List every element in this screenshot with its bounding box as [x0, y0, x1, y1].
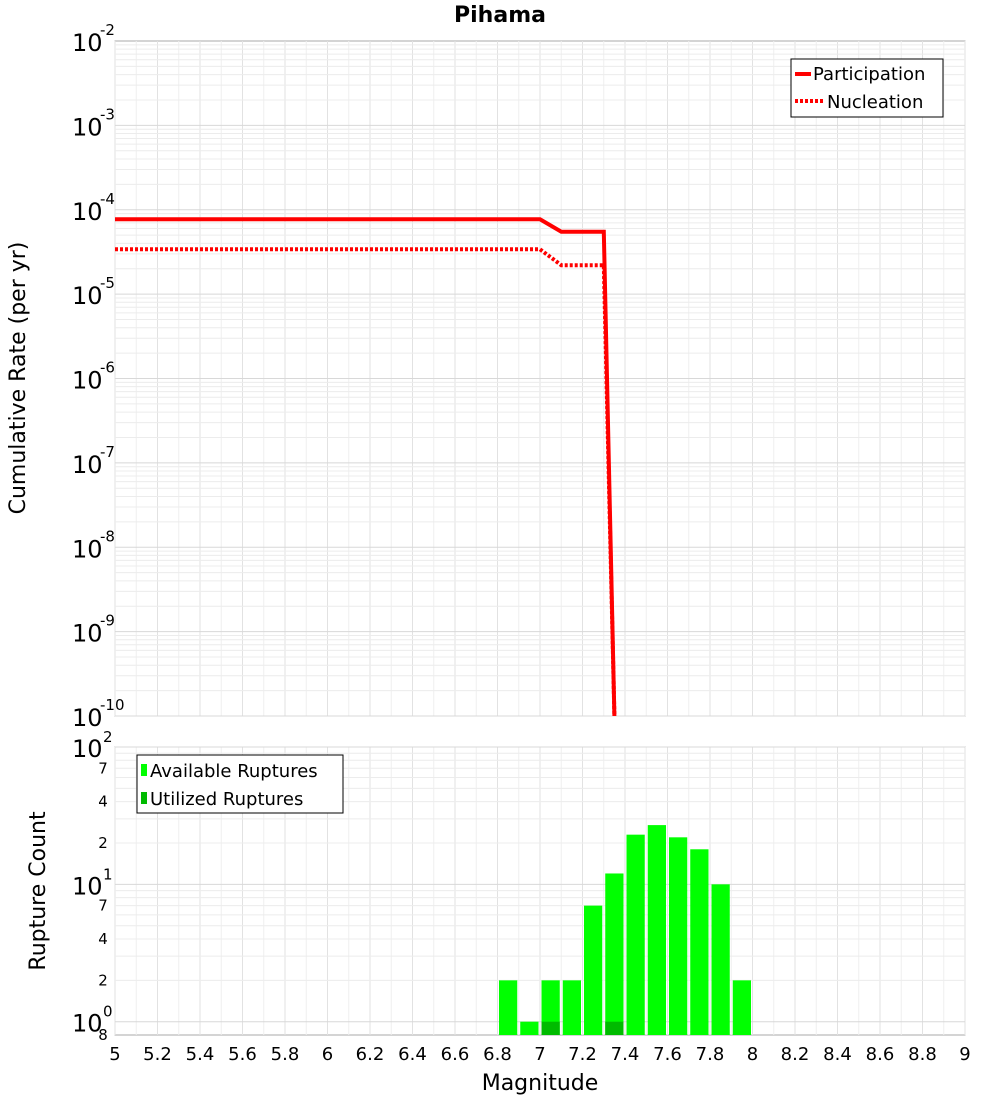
- bar-utilized: [605, 1021, 624, 1035]
- bottom-y-tick-base: 10: [72, 735, 103, 763]
- x-tick-label: 8.8: [908, 1044, 937, 1065]
- x-tick-label: 6.2: [356, 1044, 385, 1065]
- bar-available: [605, 873, 624, 1035]
- bottom-y-tick-base: 10: [72, 1010, 103, 1038]
- top-y-tick-exponent: -8: [100, 527, 115, 545]
- bar-utilized: [541, 1021, 560, 1035]
- top-y-axis-label: Cumulative Rate (per yr): [6, 242, 31, 515]
- x-tick-label: 8: [747, 1044, 758, 1065]
- top-series-group: [115, 217, 617, 717]
- bottom-y-minor-tick: 7: [98, 897, 108, 915]
- x-tick-label: 5.2: [143, 1044, 172, 1065]
- bottom-y-minor-tick: 8: [98, 1026, 108, 1044]
- x-tick-label: 7: [534, 1044, 545, 1065]
- top-y-tick-exponent: -10: [100, 696, 125, 714]
- bar-available: [690, 849, 709, 1035]
- chart-title: Pihama: [454, 3, 546, 28]
- bottom-y-tick-exponent: 0: [103, 1003, 113, 1021]
- x-tick-label: 7.6: [653, 1044, 682, 1065]
- bar-available: [562, 980, 581, 1035]
- x-tick-label: 9: [959, 1044, 970, 1065]
- top-y-tick-base: 10: [72, 282, 103, 310]
- bottom-y-minor-tick: 7: [98, 759, 108, 777]
- bottom-y-axis-label: Rupture Count: [26, 811, 51, 971]
- legend-utilized-swatch: [141, 792, 147, 804]
- top-y-tick-exponent: -5: [100, 274, 115, 292]
- bar-available: [647, 825, 666, 1035]
- x-tick-label: 6.8: [483, 1044, 512, 1065]
- top-y-tick-exponent: -9: [100, 612, 115, 630]
- x-tick-label: 5: [109, 1044, 120, 1065]
- top-legend-box: [790, 58, 944, 118]
- series-line-nucleation: [115, 247, 617, 717]
- x-tick-label: 5.4: [186, 1044, 215, 1065]
- top-gridlines: [114, 41, 966, 717]
- legend-participation-label: Participation: [813, 64, 925, 85]
- bar-available: [584, 905, 603, 1035]
- x-tick-label: 5.6: [228, 1044, 257, 1065]
- bottom-y-tick-exponent: 1: [103, 865, 113, 883]
- bar-available: [732, 980, 751, 1035]
- legend-utilized-label: Utilized Ruptures: [150, 789, 303, 810]
- x-tick-label: 7.8: [696, 1044, 725, 1065]
- top-y-tick-exponent: -3: [100, 105, 115, 123]
- top-y-tick-base: 10: [72, 367, 103, 395]
- bar-available: [669, 837, 688, 1035]
- bottom-y-tick-exponent: 2: [103, 728, 113, 746]
- top-y-tick-exponent: -6: [100, 359, 115, 377]
- top-y-tick-base: 10: [72, 535, 103, 563]
- x-tick-label: 6.6: [441, 1044, 470, 1065]
- bar-available: [541, 980, 560, 1035]
- top-y-tick-base: 10: [72, 451, 103, 479]
- bottom-y-tick-base: 10: [72, 872, 103, 900]
- x-tick-labels: 5 5.2 5.4 5.6 5.8 6 6.2 6.4 6.6 6.8 7 7.2 7.4 7.6 7.8 8…: [109, 1044, 970, 1065]
- x-tick-label: 6.4: [398, 1044, 427, 1065]
- x-axis-label: Magnitude: [482, 1071, 599, 1096]
- legend-available-label: Available Ruptures: [150, 761, 318, 782]
- top-y-tick-base: 10: [72, 198, 103, 226]
- top-y-tick-base: 10: [72, 113, 103, 141]
- bottom-bars-group: [499, 825, 751, 1035]
- top-y-tick-exponent: -2: [100, 21, 115, 39]
- bottom-y-minor-tick: 4: [98, 793, 108, 811]
- bar-available: [711, 884, 730, 1035]
- bottom-y-minor-tick: 2: [98, 834, 108, 852]
- x-tick-label: 6: [322, 1044, 333, 1065]
- top-y-tick-base: 10: [72, 620, 103, 648]
- top-y-tick-exponent: -4: [100, 190, 115, 208]
- top-legend: Participation Nucleation: [790, 58, 944, 118]
- x-tick-label: 8.2: [781, 1044, 810, 1065]
- top-y-tick-labels: 10-210-310-410-510-610-710-810-910-10: [72, 21, 125, 732]
- bottom-legend: Available Ruptures Utilized Ruptures: [136, 754, 344, 814]
- x-tick-label: 7.2: [568, 1044, 597, 1065]
- bottom-legend-box: [136, 754, 344, 814]
- legend-nucleation-label: Nucleation: [827, 92, 923, 113]
- bottom-y-minor-tick: 2: [98, 971, 108, 989]
- bottom-y-minor-tick: 4: [98, 930, 108, 948]
- top-plot: 10-210-310-410-510-610-710-810-910-10 Cu…: [6, 21, 966, 732]
- top-y-tick-base: 10: [72, 29, 103, 57]
- x-tick-label: 5.8: [271, 1044, 300, 1065]
- bar-available: [626, 834, 645, 1035]
- legend-available-swatch: [141, 764, 147, 776]
- top-y-tick-base: 10: [72, 704, 103, 732]
- bar-available: [520, 1021, 539, 1035]
- x-tick-label: 8.4: [823, 1044, 852, 1065]
- top-y-tick-exponent: -7: [100, 443, 115, 461]
- x-tick-label: 7.4: [611, 1044, 640, 1065]
- bar-available: [499, 980, 518, 1035]
- x-tick-label: 8.6: [866, 1044, 895, 1065]
